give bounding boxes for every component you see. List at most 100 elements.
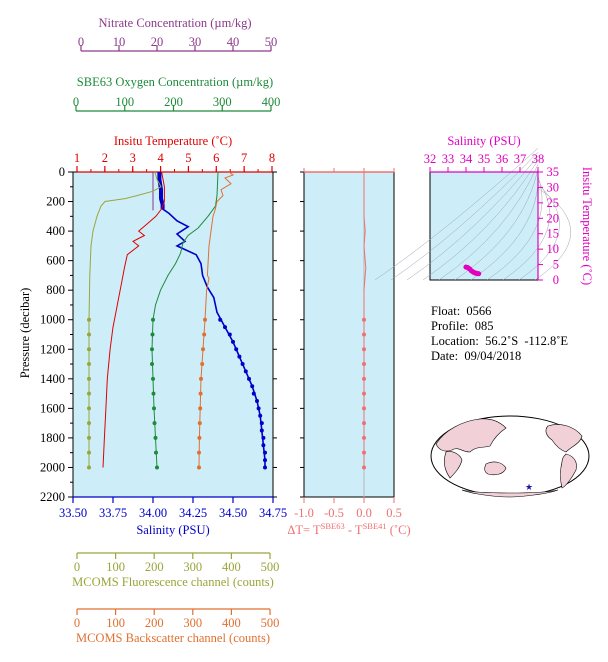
data-point-fluorescence bbox=[87, 465, 91, 470]
series-fluorescence bbox=[87, 171, 162, 470]
float-id: Float: 0566 bbox=[431, 304, 492, 318]
data-point-fluorescence bbox=[87, 391, 91, 396]
data-point-backscatter bbox=[198, 406, 203, 411]
map-land-australia bbox=[484, 461, 507, 476]
profile-number: Profile: 085 bbox=[431, 319, 494, 333]
data-point-oxygen bbox=[150, 332, 155, 337]
data-point-salinity bbox=[263, 465, 267, 470]
ts-diagram-area bbox=[429, 171, 539, 281]
backscatter-tick-label: 300 bbox=[183, 616, 202, 630]
salinity-tick-label: 34.50 bbox=[219, 506, 247, 520]
nitrate-tick-label: 0 bbox=[78, 35, 84, 49]
data-point-fluorescence bbox=[87, 362, 91, 367]
pressure-tick-label: 800 bbox=[46, 283, 65, 297]
data-point-backscatter bbox=[197, 421, 202, 426]
ts-y-tick-label: 25 bbox=[547, 196, 560, 210]
data-point-salinity bbox=[261, 435, 266, 440]
data-point-salinity bbox=[261, 443, 266, 448]
series-backscatter bbox=[197, 171, 235, 470]
map-land-asia-europe bbox=[435, 418, 507, 453]
pressure-tick-label: 200 bbox=[46, 195, 65, 209]
data-point-backscatter bbox=[197, 465, 201, 470]
series-temperature bbox=[102, 171, 165, 468]
data-point-fluorescence bbox=[87, 317, 91, 322]
series-layer bbox=[87, 171, 367, 470]
data-point-backscatter bbox=[202, 332, 207, 337]
data-point-delta_t bbox=[362, 406, 366, 411]
ts-x-tick-label: 32 bbox=[424, 152, 437, 166]
data-point-delta_t bbox=[362, 465, 366, 470]
ts-y-tick-label: 35 bbox=[547, 165, 560, 179]
data-point-salinity bbox=[247, 376, 251, 381]
delta-t-tick-label: -1.0 bbox=[294, 506, 314, 520]
data-point-backscatter bbox=[199, 376, 203, 381]
oxygen-tick-label: 300 bbox=[213, 95, 232, 109]
data-point-salinity bbox=[231, 339, 235, 344]
pressure-tick-label: 2000 bbox=[40, 460, 65, 474]
data-point-oxygen bbox=[151, 376, 155, 381]
fluorescence-tick-label: 200 bbox=[145, 560, 164, 574]
ts-isopycnal-line bbox=[374, 148, 539, 281]
backscatter-tick-label: 100 bbox=[106, 616, 125, 630]
data-point-delta_t bbox=[362, 421, 366, 426]
ts-x-tick-label: 34 bbox=[460, 152, 473, 166]
data-point-salinity bbox=[250, 384, 255, 389]
ts-point bbox=[476, 271, 482, 277]
nitrate-tick-label: 10 bbox=[113, 35, 126, 49]
ts-temperature-axis-title: Insitu Temperature (˚C) bbox=[580, 167, 594, 285]
salinity-axis: 33.50 33.75 34.00 34.25 34.50 34.75 bbox=[59, 496, 287, 520]
float-info-panel: Float: 0566 Profile: 085 Location: 56.2˚… bbox=[431, 304, 568, 364]
ts-isopycnal-line bbox=[406, 156, 539, 281]
delta-t-tick-label: 0.5 bbox=[386, 506, 402, 520]
nitrate-axis-title: Nitrate Concentration (µm/kg) bbox=[99, 16, 252, 30]
pressure-tick-label: 1200 bbox=[40, 342, 65, 356]
temperature-tick-label: 8 bbox=[269, 151, 275, 165]
temperature-axis: 1 2 3 4 5 6 7 8 bbox=[74, 151, 275, 173]
data-point-fluorescence bbox=[87, 406, 91, 411]
ts-x-tick-label: 37 bbox=[514, 152, 527, 166]
pressure-tick-label: 600 bbox=[46, 254, 65, 268]
fluorescence-axis-title: MCOMS Fluorescence channel (counts) bbox=[72, 575, 274, 589]
data-point-delta_t bbox=[362, 332, 366, 337]
data-point-delta_t bbox=[362, 450, 366, 455]
fluorescence-tick-label: 400 bbox=[222, 560, 241, 574]
data-point-fluorescence bbox=[87, 332, 91, 337]
pressure-tick-label: 1600 bbox=[40, 401, 65, 415]
oxygen-tick-label: 100 bbox=[115, 95, 134, 109]
fluorescence-tick-label: 300 bbox=[183, 560, 202, 574]
ts-y-tick-label: 15 bbox=[547, 227, 560, 241]
data-point-oxygen bbox=[150, 347, 154, 352]
ts-x-tick-label: 38 bbox=[532, 152, 545, 166]
data-point-salinity bbox=[243, 369, 248, 374]
pressure-axis-title: Pressure (decibar) bbox=[18, 288, 32, 379]
data-point-salinity bbox=[263, 458, 267, 463]
data-point-salinity bbox=[259, 428, 264, 433]
data-point-delta_t bbox=[362, 317, 366, 322]
ts-isopycnal-line bbox=[486, 176, 543, 281]
data-point-salinity bbox=[263, 450, 267, 455]
ts-y-tick-label: 10 bbox=[547, 242, 560, 256]
backscatter-tick-label: 0 bbox=[74, 616, 80, 630]
map-land-north-america bbox=[545, 424, 583, 453]
map-land-africa bbox=[444, 451, 463, 479]
oxygen-tick-label: 400 bbox=[262, 95, 281, 109]
pressure-axis: 0 200 400 600 800 1000 1200 1400 1600 1800 2000 220… bbox=[40, 165, 304, 504]
data-point-fluorescence bbox=[87, 376, 91, 381]
backscatter-tick-label: 500 bbox=[261, 616, 280, 630]
data-point-backscatter bbox=[203, 317, 207, 322]
temperature-tick-label: 5 bbox=[185, 151, 191, 165]
nitrate-tick-label: 30 bbox=[189, 35, 202, 49]
salinity-tick-label: 34.25 bbox=[179, 506, 207, 520]
data-point-delta_t bbox=[362, 391, 366, 396]
data-point-backscatter bbox=[197, 435, 202, 440]
float-location: Location: 56.2˚S -112.8˚E bbox=[431, 334, 569, 348]
ts-salinity-axis-title: Salinity (PSU) bbox=[447, 134, 520, 148]
profile-date: Date: 09/04/2018 bbox=[431, 349, 522, 363]
pressure-tick-label: 1000 bbox=[40, 313, 65, 327]
salinity-axis-title: Salinity (PSU) bbox=[136, 523, 209, 537]
data-point-oxygen bbox=[152, 406, 156, 411]
delta-t-label-suffix: (˚C) bbox=[387, 523, 411, 537]
data-point-oxygen bbox=[150, 362, 154, 367]
